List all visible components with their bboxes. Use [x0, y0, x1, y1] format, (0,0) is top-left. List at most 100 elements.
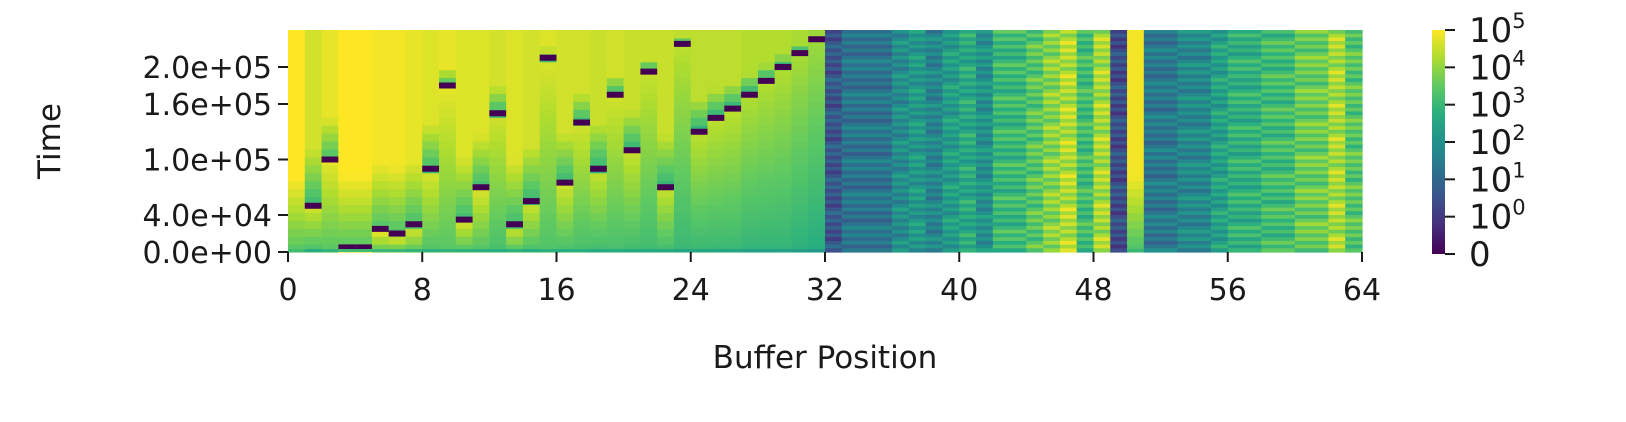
heatmap-cell — [305, 149, 322, 158]
heatmap-cell — [489, 46, 506, 55]
heatmap-cell — [1043, 230, 1060, 234]
heatmap-cell — [825, 89, 842, 93]
heatmap-cell — [993, 123, 1027, 127]
heatmap-cell — [959, 137, 976, 141]
heatmap-cell — [808, 125, 825, 134]
heatmap-cell — [1228, 193, 1262, 197]
heatmap-cell — [909, 78, 926, 82]
heatmap-cell — [590, 54, 607, 63]
heatmap-cell — [691, 70, 708, 79]
heatmap-cell — [640, 109, 657, 118]
heatmap-cell — [1211, 97, 1228, 101]
heatmap-cell — [372, 93, 389, 102]
heatmap-cell — [892, 111, 909, 115]
heatmap-column — [607, 30, 624, 253]
heatmap-cell — [808, 62, 825, 71]
heatmap-cell — [1110, 86, 1127, 90]
heatmap-column — [775, 30, 792, 253]
heatmap-cell — [909, 152, 926, 156]
heatmap-cell — [976, 115, 993, 119]
heatmap-cell — [892, 56, 909, 60]
heatmap-cell — [1295, 86, 1329, 90]
heatmap-cell — [993, 86, 1027, 90]
heatmap-cell — [590, 93, 607, 102]
heatmap-cell — [355, 157, 372, 166]
heatmap-cell — [640, 197, 657, 206]
heatmap-cell — [1261, 130, 1295, 134]
heatmap-cell — [808, 109, 825, 118]
heatmap-cell — [322, 62, 339, 71]
heatmap-cell — [892, 41, 909, 45]
heatmap-cell — [456, 78, 473, 87]
heatmap-cell — [993, 63, 1027, 67]
heatmap-cell — [1177, 204, 1211, 208]
heatmap-cell — [1295, 237, 1329, 241]
heatmap-cell — [892, 204, 909, 208]
heatmap-cell — [674, 181, 691, 190]
heatmap-cell — [288, 101, 305, 110]
heatmap-cell — [791, 86, 808, 95]
heatmap-cell — [1177, 108, 1211, 112]
heatmap-cell — [909, 52, 926, 56]
heatmap-cell — [976, 148, 993, 152]
heatmap-cell — [640, 165, 657, 174]
heatmap-cell — [909, 97, 926, 101]
heatmap-cell — [1345, 208, 1362, 212]
heatmap-cell — [523, 78, 540, 87]
heatmap-cell — [489, 157, 506, 166]
heatmap-cell — [1026, 215, 1043, 219]
heatmap-cell — [708, 70, 725, 79]
heatmap-cell — [674, 249, 691, 252]
heatmap-cell — [1228, 134, 1262, 138]
heatmap-cell — [1094, 160, 1111, 164]
heatmap-cell — [288, 249, 305, 252]
heatmap-cell — [523, 62, 540, 71]
heatmap-cell — [926, 174, 943, 178]
heatmap-cell — [288, 86, 305, 95]
heatmap-cell — [1043, 156, 1060, 160]
heatmap-cell — [1328, 197, 1345, 201]
heatmap-cell — [1295, 222, 1329, 226]
heatmap-cell — [338, 86, 355, 95]
heatmap-cell — [892, 156, 909, 160]
heatmap-cell — [1211, 49, 1228, 53]
heatmap-cell — [657, 62, 674, 71]
heatmap-cell — [959, 182, 976, 186]
heatmap-cell — [724, 117, 741, 126]
heatmap-cell — [976, 163, 993, 167]
heatmap-cell — [473, 70, 490, 79]
heatmap-cell — [422, 30, 439, 39]
heatmap-cell — [540, 78, 557, 87]
heatmap-cell — [1228, 222, 1262, 226]
heatmap-cell — [1177, 219, 1211, 223]
heatmap-cell — [1177, 123, 1211, 127]
heatmap-cell — [825, 104, 842, 108]
heatmap-cell — [1043, 185, 1060, 189]
heatmap-cell — [1211, 41, 1228, 45]
heatmap-cell — [338, 133, 355, 142]
heatmap-cell — [1043, 30, 1060, 34]
heatmap-cell — [338, 236, 355, 245]
heatmap-cell — [590, 157, 607, 166]
heatmap-cell — [389, 101, 406, 110]
heatmap-cell — [1177, 215, 1211, 219]
heatmap-cell — [691, 54, 708, 63]
heatmap-cell — [1261, 115, 1295, 119]
heatmap-cell — [1060, 49, 1077, 53]
heatmap-cell — [674, 117, 691, 126]
heatmap-cell — [1110, 145, 1127, 149]
heatmap-cell — [993, 74, 1027, 78]
heatmap-cell-reset — [691, 129, 708, 135]
heatmap-cell — [1110, 93, 1127, 97]
heatmap-cell — [1026, 41, 1043, 45]
heatmap-cell — [942, 97, 959, 101]
heatmap-cell — [808, 197, 825, 206]
heatmap-cell — [1295, 178, 1329, 182]
heatmap-cell — [976, 41, 993, 45]
heatmap-cell — [1077, 67, 1094, 71]
heatmap-cell — [624, 30, 641, 39]
heatmap-cell — [1211, 241, 1228, 245]
heatmap-cell — [791, 125, 808, 134]
heatmap-cell — [523, 70, 540, 79]
heatmap-cell — [573, 86, 590, 95]
